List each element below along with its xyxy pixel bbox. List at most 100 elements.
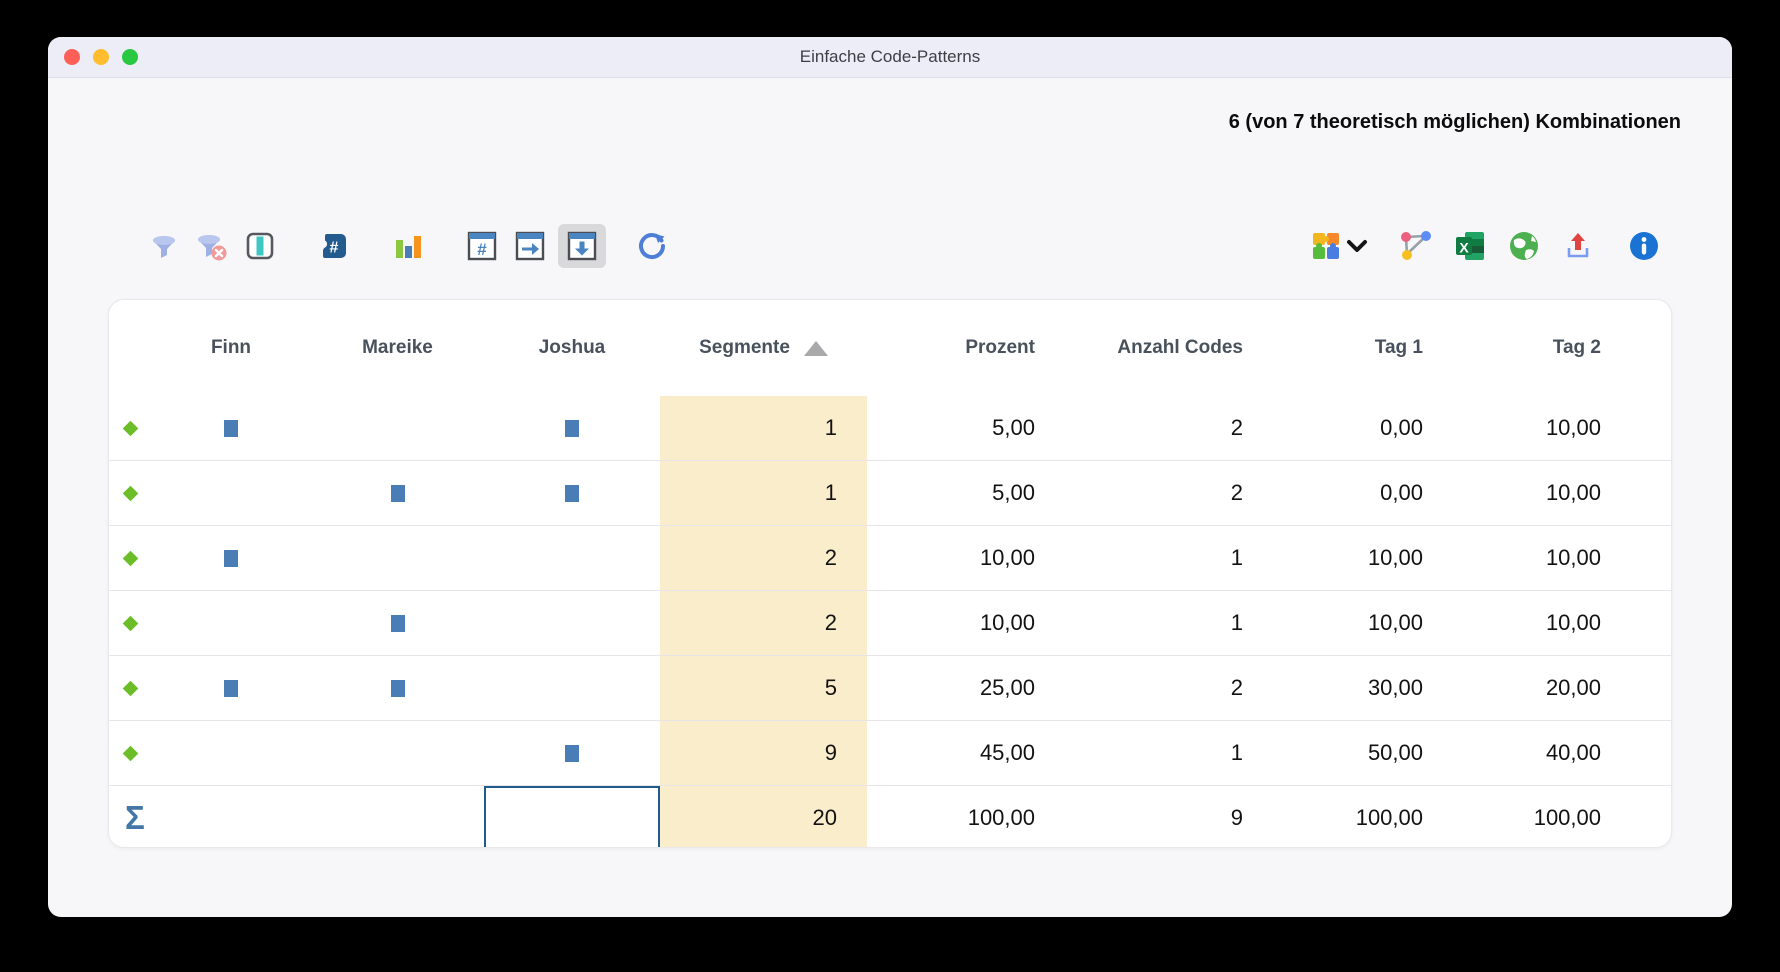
table-sum-row[interactable]: Σ 20 100,00 9 100,00 100,00 — [109, 785, 1671, 847]
pattern-diamond-icon — [122, 485, 138, 501]
segmente-cell: 9 — [660, 721, 867, 785]
column-header-segmente[interactable]: Segmente — [660, 300, 867, 396]
puzzle-menu-button[interactable] — [1308, 224, 1370, 268]
filter-icon — [153, 236, 175, 258]
web-export-button[interactable] — [1504, 224, 1544, 268]
column-header-tag2[interactable]: Tag 2 — [1552, 337, 1601, 358]
table-row[interactable]: 2 10,00 1 10,00 10,00 — [109, 590, 1671, 655]
pattern-diamond-icon — [122, 615, 138, 631]
row-padding-cell — [1619, 396, 1671, 460]
value-cell: 2 — [1230, 480, 1243, 505]
table-row-sum-button[interactable] — [510, 224, 550, 268]
columns-select-button[interactable] — [240, 224, 280, 268]
person-mark-cell-joshua — [484, 526, 660, 590]
value-cell: 1 — [1230, 545, 1243, 570]
toolbar: # # — [48, 221, 1732, 271]
row-padding-cell — [1619, 591, 1671, 655]
row-marker-cell — [109, 526, 151, 590]
row-marker-cell — [109, 656, 151, 720]
svg-text:#: # — [477, 240, 487, 259]
selected-cell-joshua[interactable] — [484, 786, 660, 847]
hash-code-icon: # — [322, 234, 346, 258]
value-cell: 10,00 — [1367, 545, 1423, 570]
column-header-anzahl-codes[interactable]: Anzahl Codes — [1117, 337, 1243, 358]
bar-chart-button[interactable] — [388, 224, 428, 268]
value-cell: 10,00 — [1367, 610, 1423, 635]
table-body: 1 5,00 2 0,00 10,00 1 5,00 2 0,00 10,00 2 10,00 1 10,… — [109, 396, 1671, 847]
person-mark-cell-joshua — [484, 461, 660, 525]
bar-chart-icon — [396, 236, 421, 258]
code-map-icon — [1401, 231, 1431, 260]
refresh-button[interactable] — [632, 224, 672, 268]
info-button[interactable] — [1624, 224, 1664, 268]
zoom-button[interactable] — [122, 49, 138, 65]
value-cell: 50,00 — [1367, 740, 1423, 765]
row-marker-cell — [109, 721, 151, 785]
traffic-lights — [64, 37, 138, 77]
person-mark-cell-mareike — [311, 526, 484, 590]
value-cell: 5,00 — [992, 480, 1035, 505]
table-row[interactable]: 1 5,00 2 0,00 10,00 — [109, 460, 1671, 525]
close-button[interactable] — [64, 49, 80, 65]
code-square-icon — [565, 744, 579, 762]
filter-remove-icon — [198, 235, 227, 261]
patterns-table: Finn Mareike Joshua Segmente Prozent Anz… — [108, 299, 1672, 848]
titlebar[interactable]: Einfache Code-Patterns — [48, 37, 1732, 78]
table-row[interactable]: 1 5,00 2 0,00 10,00 — [109, 396, 1671, 460]
sum-symbol-cell: Σ — [109, 786, 151, 847]
segmente-cell: 2 — [660, 526, 867, 590]
columns-select-icon — [246, 232, 274, 260]
filter-remove-button[interactable] — [192, 224, 232, 268]
code-square-icon — [565, 419, 579, 437]
value-cell: 30,00 — [1367, 675, 1423, 700]
value-cell: 1 — [1230, 740, 1243, 765]
person-mark-cell-mareike — [311, 461, 484, 525]
table-row[interactable]: 9 45,00 1 50,00 40,00 — [109, 720, 1671, 785]
table-count-button[interactable]: # — [462, 224, 502, 268]
segmente-header-label: Segmente — [699, 337, 790, 358]
column-header-prozent[interactable]: Prozent — [965, 337, 1035, 358]
row-marker-cell — [109, 461, 151, 525]
table-header-row: Finn Mareike Joshua Segmente Prozent Anz… — [109, 300, 1671, 396]
table-row[interactable]: 2 10,00 1 10,00 10,00 — [109, 525, 1671, 590]
value-cell: 1 — [1230, 610, 1243, 635]
column-header-finn[interactable]: Finn — [210, 337, 252, 358]
person-mark-cell-finn — [151, 396, 311, 460]
code-square-icon — [390, 484, 405, 502]
minimize-button[interactable] — [93, 49, 109, 65]
code-map-button[interactable] — [1396, 224, 1436, 268]
code-square-icon — [224, 419, 238, 437]
filter-button[interactable] — [144, 224, 184, 268]
value-cell: 40,00 — [1545, 740, 1601, 765]
value-cell: 2 — [1230, 415, 1243, 440]
code-square-icon — [224, 679, 238, 697]
table-column-sum-icon — [567, 231, 597, 261]
value-cell: 0,00 — [1380, 480, 1423, 505]
person-mark-cell-joshua — [484, 656, 660, 720]
value-cell: 45,00 — [979, 740, 1035, 765]
column-header-tag1[interactable]: Tag 1 — [1374, 337, 1423, 358]
info-icon — [1630, 232, 1658, 260]
export-button[interactable] — [1558, 224, 1598, 268]
hash-code-button[interactable]: # — [314, 224, 354, 268]
refresh-icon — [639, 233, 666, 260]
row-padding-cell — [1619, 526, 1671, 590]
person-mark-cell-mareike — [311, 591, 484, 655]
code-square-icon — [390, 679, 405, 697]
person-mark-cell-finn — [151, 461, 311, 525]
table-row[interactable]: 5 25,00 2 30,00 20,00 — [109, 655, 1671, 720]
sum-value-cell: 100,00 — [1533, 805, 1601, 830]
excel-icon: X — [1456, 232, 1484, 260]
column-header-joshua[interactable]: Joshua — [538, 337, 606, 358]
value-cell: 10,00 — [1545, 545, 1601, 570]
sum-value-cell: 100,00 — [1355, 805, 1423, 830]
table-column-sum-button[interactable] — [558, 224, 606, 268]
pattern-diamond-icon — [122, 680, 138, 696]
code-square-icon — [565, 484, 579, 502]
sum-value-cell: 100,00 — [967, 805, 1035, 830]
sum-symbol: Σ — [125, 799, 145, 836]
column-header-mareike[interactable]: Mareike — [362, 337, 433, 358]
excel-export-button[interactable]: X — [1450, 224, 1490, 268]
segmente-cell: 2 — [660, 591, 867, 655]
value-cell: 0,00 — [1380, 415, 1423, 440]
